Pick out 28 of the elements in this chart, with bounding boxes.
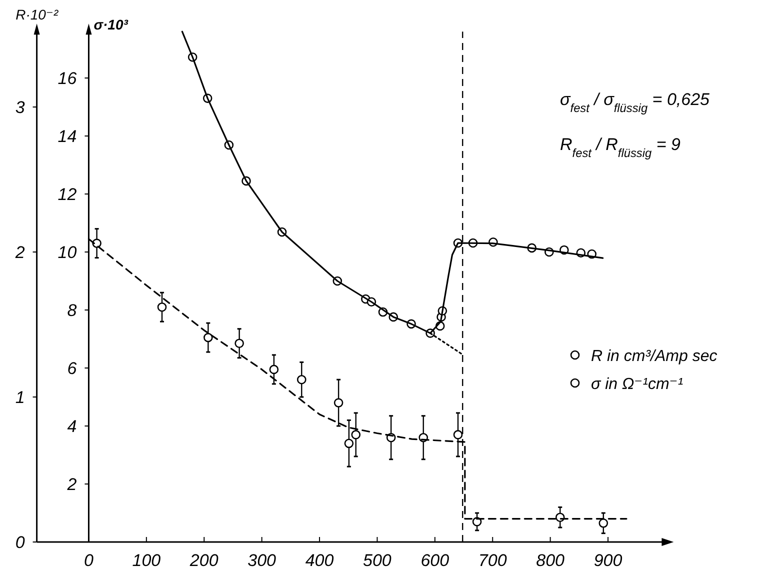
x-tick-label: 700	[478, 551, 508, 570]
x-tick-label: 600	[420, 551, 450, 570]
y-tick-label: 0	[15, 533, 26, 552]
x-tick-label: 300	[248, 551, 277, 570]
y2-tick-label: 10	[58, 243, 78, 262]
x-tick-label: 900	[594, 551, 623, 570]
y2-tick-label: 14	[58, 127, 77, 146]
x-tick-label: 500	[363, 551, 392, 570]
legend-label: R in cm³/Amp sec	[591, 348, 718, 365]
x-tick-label: 100	[132, 551, 162, 570]
x-tick-label: 0	[84, 551, 94, 570]
y2-tick-label: 4	[67, 417, 77, 436]
y2-tick-label: 2	[66, 475, 78, 494]
y2-axis-title: σ·10³	[94, 16, 128, 33]
y-tick-label: 3	[15, 98, 26, 117]
y-axis-title: R·10⁻²	[16, 6, 60, 23]
x-tick-label: 800	[536, 551, 566, 570]
y-tick-label: 1	[15, 388, 25, 407]
y2-tick-label: 12	[58, 185, 78, 204]
legend-label: σ in Ω⁻¹cm⁻¹	[591, 376, 684, 393]
annotation: R$_{fest}$ / R$_{flüssig}$ = 9	[560, 135, 681, 160]
x-tick-label: 200	[188, 551, 219, 570]
y2-tick-label: 8	[67, 301, 78, 320]
x-tick-label: 400	[305, 551, 334, 570]
y2-tick-label: 6	[67, 359, 78, 378]
y2-tick-label: 16	[58, 69, 78, 88]
y-tick-label: 2	[14, 243, 26, 262]
annotation: σ$_{fest}$ / σ$_{flüssig}$ = 0,625	[560, 90, 710, 115]
